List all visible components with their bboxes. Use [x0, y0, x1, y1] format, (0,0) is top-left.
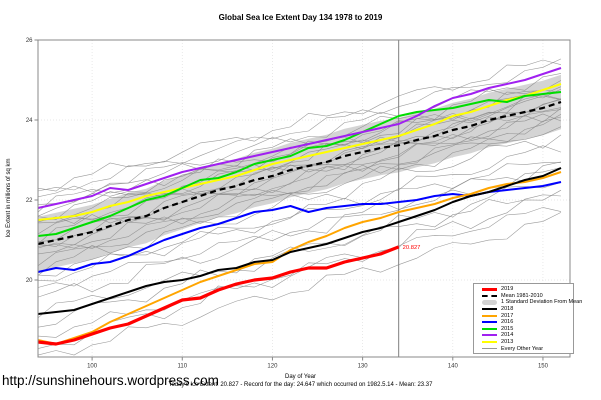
legend: 2019 Mean 1981-2010 1 Standard Deviation F… — [473, 283, 582, 354]
legend-item: 2017 — [482, 312, 573, 319]
svg-text:26: 26 — [26, 38, 33, 44]
svg-text:20: 20 — [26, 278, 33, 284]
legend-swatch-thin — [482, 348, 497, 350]
legend-item: Every Other Year — [482, 345, 573, 352]
axis-frame — [37, 39, 571, 358]
legend-item: 2014 — [482, 332, 573, 339]
x-tick-labels: 100 110 120 130 140 150 — [87, 357, 549, 370]
x-axis-label: Day of Year — [284, 374, 317, 380]
series-2015 — [37, 91, 562, 237]
value-annotation: 20.827 — [403, 245, 421, 251]
y-axis-label: Ice Extent in millions of sq km — [6, 158, 12, 238]
legend-item: 2018 — [482, 306, 573, 313]
svg-text:140: 140 — [448, 364, 459, 370]
series-2017 — [37, 171, 562, 345]
site-url: http://sunshinehours.wordpress.com — [2, 373, 219, 388]
series-2019 — [37, 245, 400, 346]
legend-swatch-line — [482, 327, 497, 330]
stats-caption: Today's Ice Extent: 20.827 - Record for … — [168, 382, 433, 388]
legend-swatch-line — [482, 314, 497, 317]
legend-label: 2015 — [501, 326, 514, 332]
legend-label: 2017 — [501, 312, 514, 319]
std-dev-band — [38, 74, 561, 272]
series-2014 — [37, 67, 562, 209]
legend-item: 2016 — [482, 319, 573, 326]
legend-swatch-band — [482, 299, 497, 305]
y-tick-labels: 20 22 24 26 — [26, 38, 38, 284]
svg-text:150: 150 — [538, 364, 549, 370]
svg-text:120: 120 — [267, 364, 278, 370]
legend-item: 2015 — [482, 326, 573, 333]
legend-label: 2019 — [501, 286, 514, 293]
legend-label: Mean 1981-2010 — [501, 293, 543, 299]
legend-item: 1 Standard Deviation From Mean — [482, 299, 582, 306]
legend-label: 1 Standard Deviation From Mean — [501, 299, 583, 306]
legend-item: 2013 — [482, 339, 573, 346]
svg-text:24: 24 — [26, 118, 33, 124]
legend-item: Mean 1981-2010 — [482, 293, 573, 300]
legend-swatch-line — [482, 341, 497, 344]
svg-text:110: 110 — [177, 364, 187, 370]
legend-label: 2018 — [501, 306, 514, 312]
legend-item: 2019 — [482, 286, 573, 293]
series-2018 — [37, 167, 562, 315]
svg-text:130: 130 — [358, 364, 369, 370]
legend-swatch-line — [482, 321, 497, 324]
legend-label: 2016 — [501, 319, 514, 326]
chart-title: Global Sea Ice Extent Day 134 1978 to 20… — [218, 13, 383, 22]
legend-swatch-thick — [482, 287, 497, 291]
legend-swatch-line — [482, 308, 497, 311]
legend-label: Every Other Year — [501, 345, 544, 352]
legend-swatch-dashed — [482, 294, 497, 297]
legend-label: 2013 — [501, 339, 514, 345]
svg-text:22: 22 — [26, 198, 33, 204]
legend-label: 2014 — [501, 332, 514, 339]
svg-text:100: 100 — [87, 364, 98, 370]
legend-swatch-line — [482, 334, 497, 337]
series-2013 — [37, 83, 562, 221]
series-mean-1981-2010 — [37, 100, 562, 246]
